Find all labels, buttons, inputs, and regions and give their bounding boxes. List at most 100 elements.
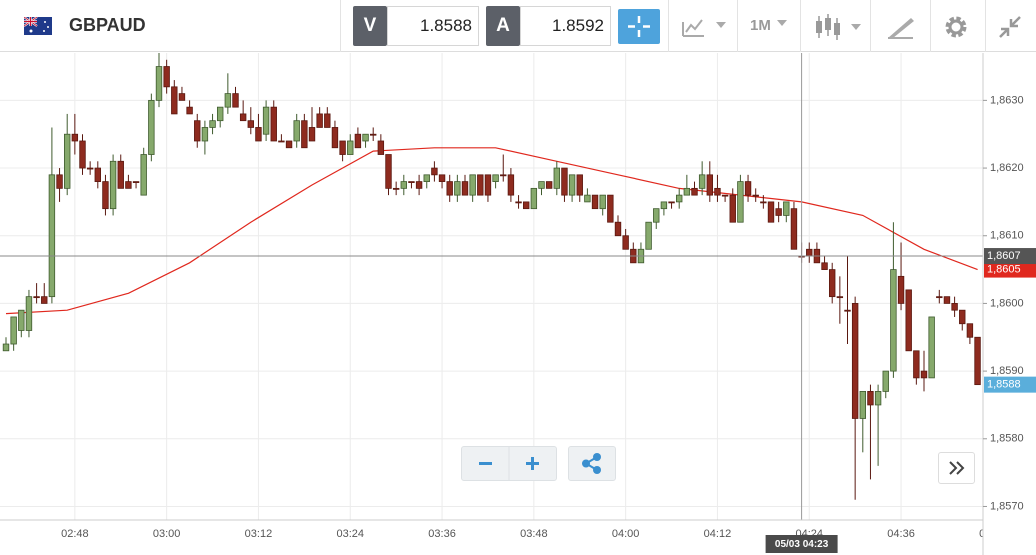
candle-body xyxy=(775,208,782,216)
candle-body xyxy=(561,167,568,196)
scroll-right-button[interactable] xyxy=(938,452,975,484)
candle-body xyxy=(905,289,912,352)
candle-body xyxy=(760,201,767,204)
candle-body xyxy=(974,336,981,386)
candle-body xyxy=(377,140,385,155)
candle-body xyxy=(408,181,415,183)
candle-body xyxy=(790,208,798,250)
candle-body xyxy=(943,296,951,304)
candle-body xyxy=(806,248,813,257)
x-tick-label: 03:12 xyxy=(245,528,273,540)
candle-body xyxy=(354,133,362,149)
bid-price[interactable]: 1.8588 xyxy=(387,6,479,46)
candle-body xyxy=(194,120,201,142)
candle-body xyxy=(545,181,553,189)
separator xyxy=(930,0,931,52)
candle-body xyxy=(461,181,469,196)
candle-body xyxy=(492,174,499,182)
candle-body xyxy=(874,391,882,406)
candle-body xyxy=(163,66,170,88)
candle-body xyxy=(721,194,729,197)
candle-body xyxy=(18,309,25,331)
candle-body xyxy=(201,127,209,142)
candle-body xyxy=(660,201,668,210)
candle-body xyxy=(79,140,86,169)
candle-body xyxy=(285,140,293,149)
candle-body xyxy=(966,323,974,338)
crosshair-time-label: 05/03 04:23 xyxy=(775,539,829,550)
ask-price[interactable]: 1.8592 xyxy=(520,6,611,46)
candle-body xyxy=(2,343,10,352)
y-tick-label: 1,8600 xyxy=(990,297,1024,309)
candle-body xyxy=(622,235,629,250)
x-tick-label: 03:48 xyxy=(520,528,548,540)
candle-body xyxy=(744,181,752,196)
candle-body xyxy=(882,370,889,392)
candle-body xyxy=(584,194,591,203)
x-tick-label: 04:12 xyxy=(704,528,732,540)
candle-body xyxy=(538,181,545,189)
candle-body xyxy=(691,187,698,196)
candle-body xyxy=(247,120,254,128)
candle-body xyxy=(224,93,232,108)
candle-body xyxy=(951,303,958,311)
candle-body xyxy=(385,154,392,189)
crosshair-price-tag xyxy=(984,248,1036,265)
candle-body xyxy=(171,86,178,115)
share-button[interactable] xyxy=(568,446,616,481)
settings-button[interactable] xyxy=(943,14,969,40)
separator xyxy=(340,0,341,52)
candle-body xyxy=(936,296,943,299)
candle-body xyxy=(523,201,530,210)
candle-body xyxy=(645,221,652,250)
crosshair-button[interactable] xyxy=(618,9,660,44)
candle-body xyxy=(369,133,377,136)
candle-body xyxy=(928,316,935,379)
candle-body xyxy=(331,127,339,149)
candle-body xyxy=(500,174,507,177)
candle-body xyxy=(553,167,560,189)
candle-body xyxy=(752,194,759,197)
chart-type-button[interactable] xyxy=(680,14,730,38)
symbol: GBPAUD xyxy=(69,15,146,35)
share-icon xyxy=(582,453,601,474)
candle-body xyxy=(507,174,515,196)
candle-body xyxy=(729,194,736,223)
candle-body xyxy=(821,262,828,270)
candle-body xyxy=(897,275,905,304)
candle-body xyxy=(783,201,790,216)
y-tick-label: 1,8610 xyxy=(990,230,1024,242)
moving-average-line xyxy=(5,147,978,315)
candle-body xyxy=(216,106,224,122)
y-tick-label: 1,8620 xyxy=(990,162,1024,174)
candle-body xyxy=(706,174,713,196)
candle-type-button[interactable] xyxy=(813,12,863,42)
separator xyxy=(985,0,986,52)
candle-body xyxy=(186,106,193,115)
candle-body xyxy=(867,391,874,406)
candle-body xyxy=(301,120,308,149)
candle-body xyxy=(102,181,109,210)
collapse-button[interactable] xyxy=(996,14,1024,40)
candle-body xyxy=(86,167,94,170)
candle-body xyxy=(10,316,17,345)
zoom-buttons[interactable] xyxy=(462,447,556,480)
candle-body xyxy=(614,221,622,237)
candle-body xyxy=(278,140,285,143)
candle-body xyxy=(576,174,583,196)
y-tick-label: 1,8570 xyxy=(990,500,1024,512)
draw-tool-button[interactable] xyxy=(885,14,917,40)
candle-body xyxy=(530,187,538,210)
time-axis xyxy=(0,520,1036,555)
timeframe-button[interactable]: 1M xyxy=(750,17,771,34)
price-axis xyxy=(983,53,1036,555)
candle-body xyxy=(140,154,147,196)
candle-body xyxy=(339,140,346,155)
candle-body xyxy=(438,174,446,182)
candle-body xyxy=(698,174,706,189)
candle-body xyxy=(25,296,33,331)
candle-body xyxy=(836,296,844,299)
x-tick-label: 03:00 xyxy=(153,528,181,540)
candle-body xyxy=(125,181,132,189)
